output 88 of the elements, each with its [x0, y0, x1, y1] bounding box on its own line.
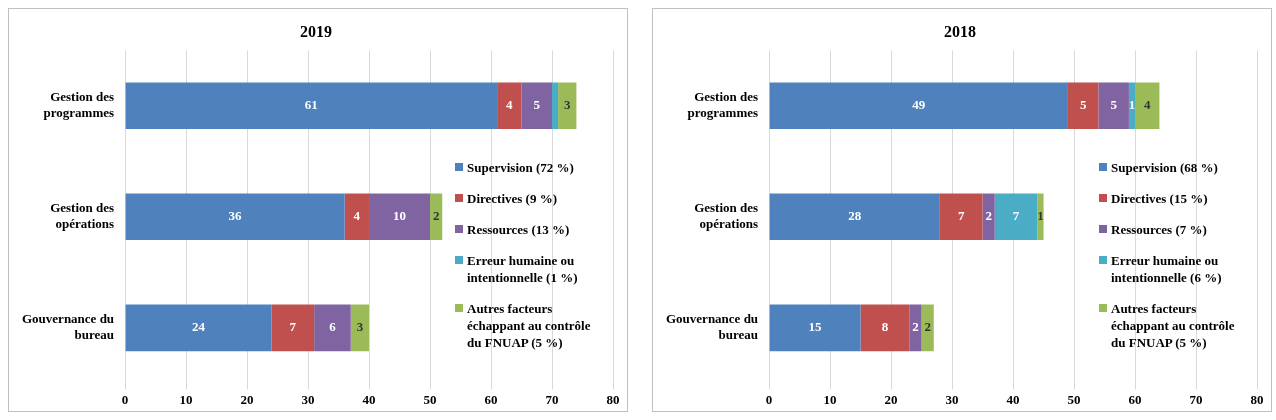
- bar: [994, 193, 1038, 241]
- data-label: 4: [506, 97, 514, 113]
- data-label: 61: [304, 97, 318, 113]
- x-tick-label: 10: [179, 391, 193, 407]
- bar: [1067, 82, 1099, 130]
- legend-label: Supervision (68 %): [1111, 159, 1218, 176]
- bar: [521, 82, 553, 130]
- bar: [1098, 82, 1129, 130]
- x-tick-label: 60: [1128, 391, 1142, 407]
- bar: [558, 82, 577, 130]
- data-label: 2: [912, 319, 919, 335]
- data-label: 2: [924, 319, 931, 335]
- legend-label: Supervision (72 %): [467, 159, 574, 176]
- data-label: 5: [533, 97, 541, 113]
- y-tick-label: Gouvernance du bureau: [666, 311, 759, 343]
- x-tick-label: 40: [1006, 391, 1020, 407]
- bar: [1135, 82, 1160, 130]
- bar: [982, 193, 995, 241]
- x-tick-label: 70: [545, 391, 559, 407]
- x-tick-label: 60: [484, 391, 498, 407]
- y-tick-label: Gestion des opérations: [694, 200, 759, 231]
- data-label: 36: [228, 208, 243, 224]
- x-tick-label: 80: [606, 391, 620, 407]
- x-tick-label: 20: [884, 391, 898, 407]
- data-label: 2: [432, 208, 440, 224]
- bar: [430, 193, 443, 241]
- data-label: 28: [848, 208, 862, 224]
- x-tick-label: 0: [121, 391, 129, 407]
- bar: [552, 82, 559, 130]
- bar: [369, 193, 431, 241]
- data-label: 15: [808, 319, 823, 335]
- x-tick-label: 30: [945, 391, 959, 407]
- bar: [769, 193, 940, 241]
- bar: [860, 304, 910, 352]
- data-label: 2: [985, 208, 992, 224]
- data-label: 7: [957, 208, 965, 224]
- x-tick-label: 0: [765, 391, 773, 407]
- bar: [350, 304, 370, 352]
- legend-label: Erreur humaine ou intentionnelle (1 %): [467, 252, 579, 286]
- x-tick-label: 40: [362, 391, 376, 407]
- x-tick-label: 70: [1189, 391, 1203, 407]
- x-tick-label: 30: [301, 391, 315, 407]
- legend-label: Erreur humaine ou intentionnelle (6 %): [1111, 252, 1223, 286]
- data-label: 3: [564, 97, 572, 113]
- legend-label: Directives (15 %): [1111, 190, 1208, 207]
- legend-label: Ressources (13 %): [467, 221, 570, 238]
- legend-label: Autres facteurs échappant au contrôle du FNUAP (5 %): [1111, 300, 1236, 351]
- bar: [344, 193, 370, 241]
- data-label: 5: [1110, 97, 1118, 113]
- legend-label: Directives (9 %): [467, 190, 558, 207]
- data-label: 7: [1012, 208, 1020, 224]
- bar: [1037, 193, 1044, 241]
- x-tick-label: 80: [1250, 391, 1264, 407]
- bar: [769, 304, 861, 352]
- legend-label: Ressources (7 %): [1111, 221, 1207, 238]
- bar: [939, 193, 983, 241]
- data-label: 49: [912, 97, 926, 113]
- y-tick-label: Gestion des programmes: [43, 89, 115, 120]
- y-tick-label: Gouvernance du bureau: [22, 311, 115, 343]
- bar: [497, 82, 522, 130]
- y-tick-label: Gestion des programmes: [687, 89, 759, 120]
- data-label: 24: [192, 319, 206, 335]
- bar: [125, 193, 345, 241]
- bar: [271, 304, 315, 352]
- chart-title: 2018: [944, 22, 976, 40]
- data-label: 1: [1128, 97, 1136, 113]
- bar: [125, 82, 498, 130]
- data-label: 4: [1143, 97, 1151, 113]
- bar: [909, 304, 922, 352]
- data-label: 6: [329, 319, 337, 335]
- data-label: 10: [393, 208, 407, 224]
- legend-label: Autres facteurs échappant au contrôle du FNUAP (5 %): [467, 300, 592, 351]
- x-tick-label: 50: [423, 391, 437, 407]
- x-tick-label: 10: [823, 391, 837, 407]
- data-label: 3: [356, 319, 364, 335]
- data-label: 8: [881, 319, 889, 335]
- bar: [125, 304, 272, 352]
- bar: [769, 82, 1068, 130]
- data-label: 7: [289, 319, 297, 335]
- bar: [921, 304, 934, 352]
- data-label: 1: [1037, 208, 1044, 224]
- chart-title: 2019: [300, 22, 332, 40]
- data-label: 5: [1079, 97, 1087, 113]
- bar: [314, 304, 351, 352]
- x-tick-label: 20: [240, 391, 254, 407]
- y-tick-label: Gestion des opérations: [50, 200, 115, 231]
- x-tick-label: 50: [1067, 391, 1081, 407]
- data-label: 4: [353, 208, 361, 224]
